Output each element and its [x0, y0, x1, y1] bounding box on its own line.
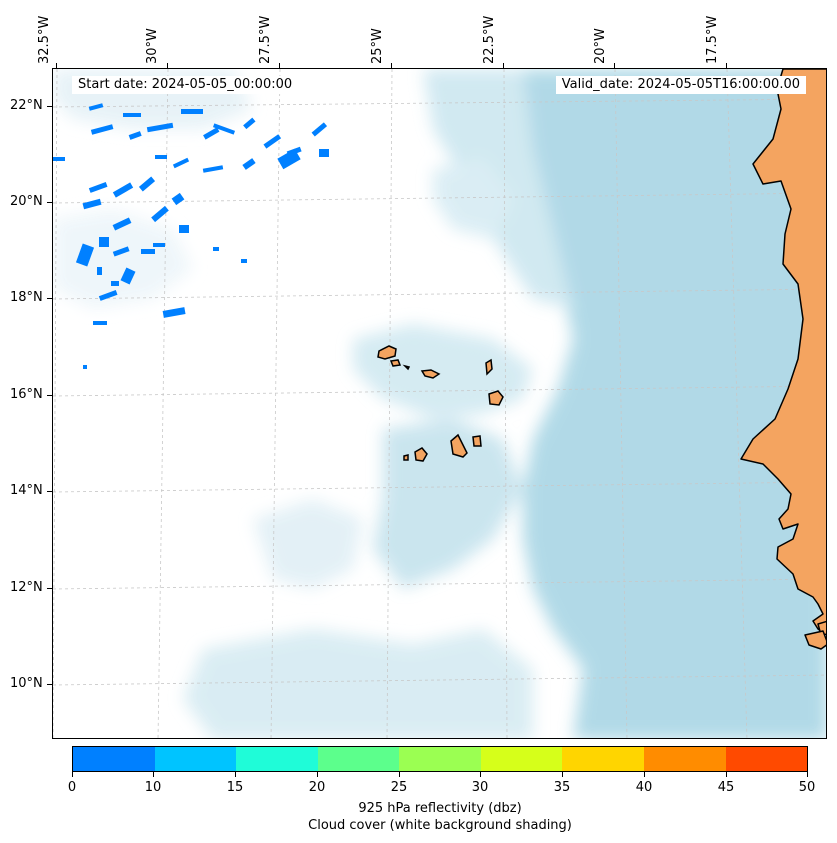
gridlines — [53, 69, 826, 738]
colorbar-tick-label: 20 — [308, 780, 326, 795]
lat-label: 16°N — [10, 387, 43, 402]
lat-label: 10°N — [10, 676, 43, 691]
colorbar-tick-label: 0 — [67, 780, 77, 795]
lat-label: 12°N — [10, 580, 43, 595]
colorbar-segment — [480, 747, 563, 771]
colorbar-title: 925 hPa reflectivity (dbz) — [358, 801, 522, 816]
colorbar-segment — [562, 747, 644, 771]
lon-label: 17.5°W — [705, 15, 720, 64]
reflectivity-cells — [53, 103, 329, 369]
colorbar-segment — [154, 747, 237, 771]
colorbar-tick-label: 10 — [144, 780, 162, 795]
map-panel[interactable] — [52, 68, 827, 739]
colorbar-segment — [73, 747, 155, 771]
colorbar-segment — [236, 747, 318, 771]
lon-label: 30°W — [145, 28, 160, 64]
lat-label: 14°N — [10, 483, 43, 498]
colorbar-tick-label: 45 — [717, 780, 735, 795]
start-date-label: Start date: 2024-05-05_00:00:00 — [72, 76, 299, 94]
map-canvas — [53, 69, 826, 738]
lat-label: 22°N — [10, 98, 43, 113]
valid-date-label: Valid_date: 2024-05-05T16:00:00.00 — [555, 76, 806, 94]
cloud-cover-shading — [53, 69, 826, 738]
africa-coastline — [740, 69, 826, 650]
colorbar-subtitle: Cloud cover (white background shading) — [308, 818, 572, 833]
colorbar-tick-label: 30 — [471, 780, 489, 795]
lon-label: 22.5°W — [482, 15, 497, 64]
colorbar-segment — [725, 747, 808, 771]
lon-label: 25°W — [370, 28, 385, 64]
reflectivity-colorbar — [72, 746, 808, 772]
colorbar-tick-label: 40 — [635, 780, 653, 795]
lat-label: 18°N — [10, 290, 43, 305]
colorbar-segment — [317, 747, 400, 771]
colorbar-tick-label: 50 — [798, 780, 816, 795]
colorbar-tick-label: 35 — [553, 780, 571, 795]
cape-verde-islands — [377, 345, 504, 462]
colorbar-segment — [643, 747, 726, 771]
colorbar-tick-label: 15 — [226, 780, 244, 795]
colorbar-segment — [399, 747, 481, 771]
lon-label: 27.5°W — [258, 15, 273, 64]
lon-label: 20°W — [593, 28, 608, 64]
lat-label: 20°N — [10, 194, 43, 209]
lon-label: 32.5°W — [37, 15, 52, 64]
colorbar-tick-label: 25 — [390, 780, 408, 795]
